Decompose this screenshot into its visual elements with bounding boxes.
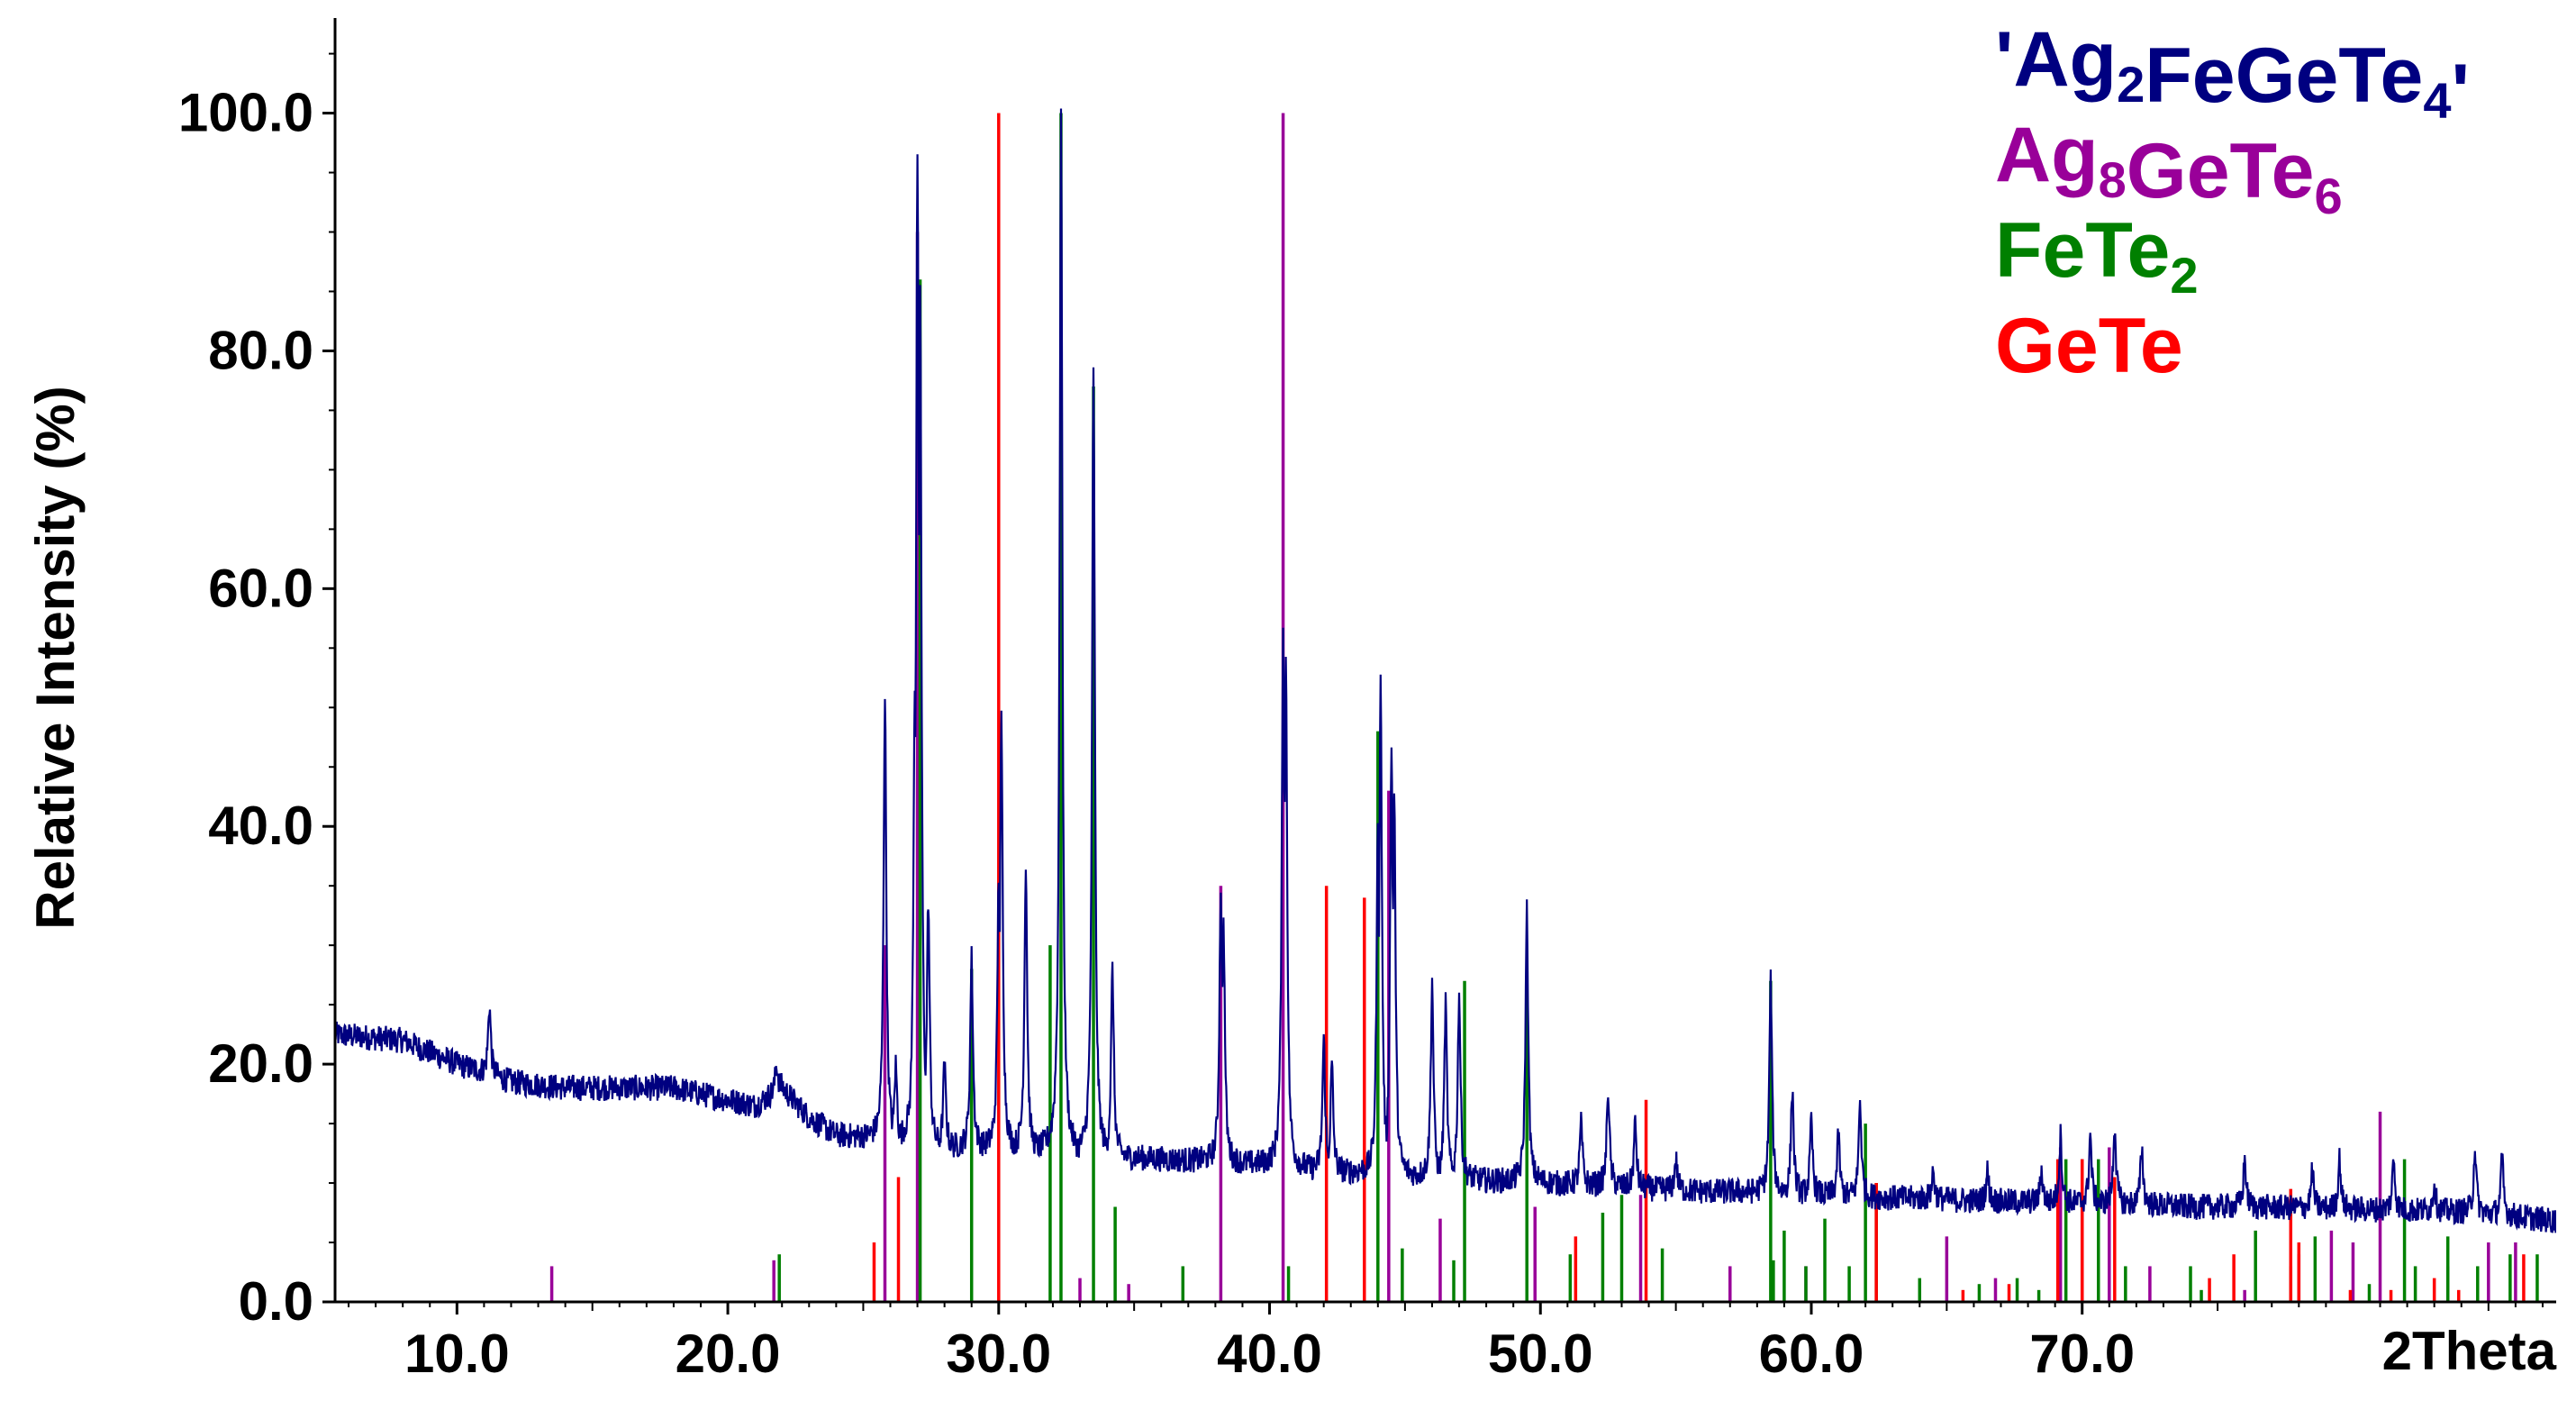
- x-tick-label: 40.0: [1217, 1324, 1322, 1384]
- legend-entry: FeTe2: [1995, 207, 2199, 304]
- series-ag2fegete4-line: [335, 108, 2556, 1233]
- series-gete-sticks: [872, 113, 2526, 1302]
- x-tick-label: 10.0: [404, 1324, 510, 1384]
- axes: [322, 18, 2556, 1315]
- x-tick-label: 60.0: [1759, 1324, 1864, 1384]
- y-tick-label: 0.0: [239, 1271, 313, 1332]
- y-tick-label: 60.0: [208, 558, 313, 618]
- legend-entry: GeTe: [1995, 303, 2183, 389]
- series-fete2-sticks: [777, 113, 2539, 1302]
- y-tick-label: 100.0: [178, 83, 313, 143]
- x-tick-label: 70.0: [2029, 1324, 2135, 1384]
- legend-entry: Ag8GeTe6: [1995, 112, 2343, 224]
- y-tick-label: 40.0: [208, 796, 313, 856]
- x-tick-label: 30.0: [946, 1324, 1051, 1384]
- y-tick-label: 80.0: [208, 320, 313, 380]
- y-tick-label: 20.0: [208, 1033, 313, 1094]
- x-tick-label: 20.0: [676, 1324, 781, 1384]
- legend-entry: 'Ag2FeGeTe4': [1995, 16, 2470, 135]
- y-axis-label: Relative Intensity (%): [25, 386, 86, 930]
- series-ag8gete6-sticks: [549, 113, 2517, 1302]
- tick-labels: 0.0 20.0 40.0 60.0 80.0 100.0 10.0 20.0 30.0 40.0…: [178, 83, 2135, 1384]
- x-tick-label: 50.0: [1488, 1324, 1593, 1384]
- x-axis-label: 2Theta: [2382, 1321, 2557, 1381]
